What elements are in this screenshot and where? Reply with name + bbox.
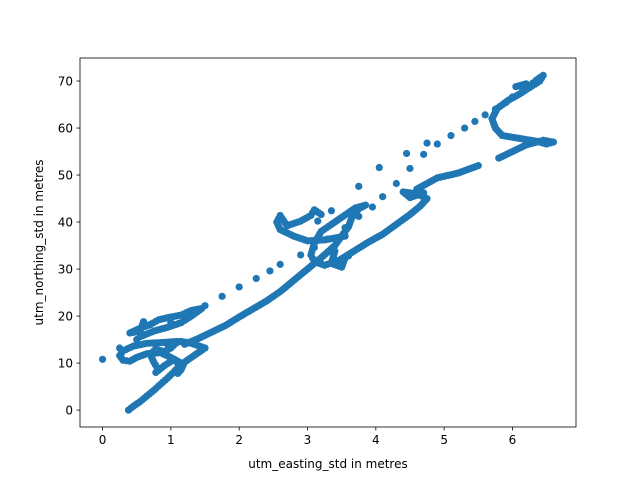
data-point bbox=[276, 260, 284, 268]
data-point bbox=[375, 163, 383, 172]
data-point-fill bbox=[157, 338, 165, 347]
data-point bbox=[433, 140, 441, 148]
x-tick-label: 3 bbox=[304, 433, 312, 447]
data-point-fill bbox=[306, 237, 314, 245]
data-point-fill bbox=[514, 82, 523, 90]
data-point bbox=[201, 302, 209, 310]
y-tick-label: 60 bbox=[58, 121, 73, 135]
data-point bbox=[368, 203, 377, 211]
y-axis-label: utm_northing_std in metres bbox=[32, 160, 46, 326]
data-point bbox=[420, 150, 428, 158]
data-point bbox=[406, 164, 414, 173]
data-point-fill bbox=[128, 356, 136, 364]
data-point bbox=[266, 267, 274, 275]
data-point-fill bbox=[166, 340, 174, 348]
data-point-fill bbox=[147, 328, 155, 336]
data-point bbox=[314, 217, 322, 225]
x-tick-label: 6 bbox=[509, 433, 517, 447]
y-tick-label: 30 bbox=[58, 262, 73, 276]
data-point bbox=[392, 179, 400, 188]
data-point-fill bbox=[535, 74, 543, 83]
points-layer bbox=[98, 71, 558, 414]
y-tick-label: 40 bbox=[58, 215, 73, 229]
data-point-fill bbox=[140, 340, 148, 348]
y-axis-ticks: 0 10 20 30 40 50 60 70 bbox=[58, 74, 80, 417]
data-point-fill bbox=[472, 162, 480, 171]
data-point bbox=[471, 117, 479, 126]
data-point-fill bbox=[161, 376, 169, 384]
x-tick-label: 5 bbox=[440, 433, 448, 447]
data-point bbox=[402, 149, 411, 158]
x-tick-label: 4 bbox=[372, 433, 380, 447]
y-tick-label: 50 bbox=[58, 168, 73, 182]
y-tick-label: 0 bbox=[65, 403, 73, 417]
data-point-fill bbox=[274, 220, 282, 229]
data-point bbox=[218, 292, 226, 300]
data-point bbox=[327, 207, 336, 215]
y-tick-label: 70 bbox=[58, 74, 73, 88]
data-point-fill bbox=[535, 138, 543, 146]
data-point-fill bbox=[161, 324, 169, 332]
x-tick-label: 0 bbox=[99, 433, 107, 447]
x-axis-ticks: 0 1 2 3 4 5 6 bbox=[99, 427, 517, 447]
data-point-fill bbox=[149, 356, 157, 364]
data-point-fill bbox=[518, 135, 526, 143]
data-point bbox=[481, 111, 489, 119]
data-point bbox=[297, 251, 305, 259]
data-point bbox=[423, 139, 431, 147]
data-point bbox=[355, 182, 363, 190]
data-point-fill bbox=[417, 190, 425, 198]
data-point bbox=[98, 355, 107, 363]
plot-frame bbox=[79, 57, 577, 428]
data-point bbox=[379, 193, 387, 201]
y-tick-label: 10 bbox=[58, 356, 73, 370]
data-point-fill bbox=[323, 235, 331, 244]
data-point bbox=[133, 335, 141, 344]
data-point-fill bbox=[315, 209, 323, 217]
x-tick-label: 1 bbox=[167, 433, 175, 447]
x-tick-label: 2 bbox=[235, 433, 243, 447]
data-point bbox=[447, 131, 455, 140]
data-point-fill bbox=[139, 320, 147, 328]
data-point-fill bbox=[546, 139, 554, 147]
data-point bbox=[252, 274, 260, 283]
data-point bbox=[461, 124, 469, 132]
data-point-fill bbox=[318, 260, 326, 268]
data-point-fill bbox=[308, 248, 316, 256]
x-axis-label: utm_easting_std in metres bbox=[248, 457, 407, 471]
y-tick-label: 20 bbox=[58, 309, 73, 323]
data-point bbox=[235, 283, 243, 291]
